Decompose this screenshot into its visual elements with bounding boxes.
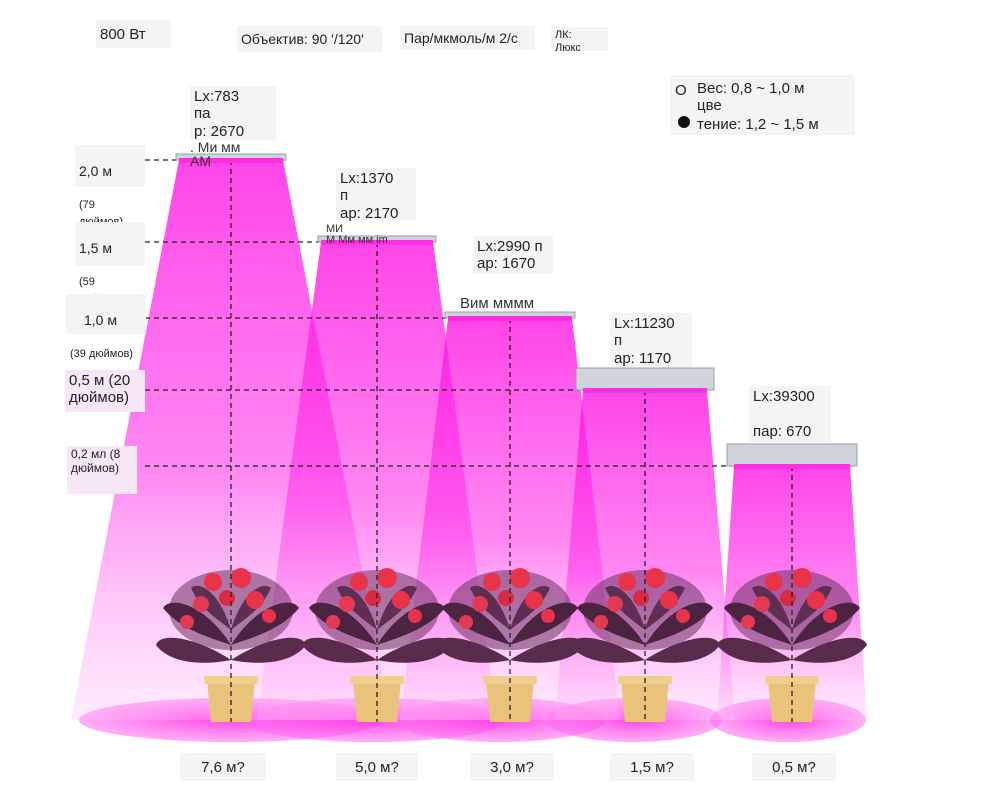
height-value: 1,5 м [79, 240, 112, 257]
lamp-1-readout: Lx:783 па р: 2670 [190, 86, 276, 140]
height-value: 2,0 м [79, 163, 112, 180]
lamp-2-led-strip [321, 240, 433, 245]
height-label-0-2m: 0,2 мл (8 дюймов) [67, 446, 137, 494]
lamp-5-readout: Lx:39300 пар: 670 [749, 386, 831, 442]
power-label: 800 Вт [96, 20, 171, 48]
lamp-3-led-strip [448, 316, 572, 321]
lamp-5-led-strip [734, 464, 850, 469]
legend-line-1: Вес: 0,8 ~ 1,0 м цве [697, 80, 805, 114]
height-label-1m: 1,0 м (39 дюймов) [66, 294, 146, 360]
lamp-2-body-label: МИ М Мм мм im [326, 223, 388, 246]
height-label-2m: 2,0 м (79 дюймов) [75, 145, 145, 228]
lamp-4-led-strip [583, 388, 707, 393]
coverage-label-3: 3,0 м? [470, 753, 554, 781]
height-inches: (39 дюймов) [70, 348, 133, 361]
lamp-1-led-strip [179, 158, 283, 163]
lamp-4-body [575, 367, 715, 391]
coverage-label-1: 7,6 м? [180, 753, 266, 781]
lamp-5-body [726, 443, 858, 467]
lens-label: Объектив: 90 '/120' [237, 26, 382, 52]
lamp-3-body-label: Вим мммм [460, 295, 535, 312]
lamps [175, 153, 858, 469]
height-label-0-5m: 0,5 м (20 дюймов) [65, 370, 145, 412]
lamp-1-body-label: . Ми мм АМ [190, 139, 241, 169]
coverage-label-2: 5,0 м? [336, 753, 418, 781]
lamp-2-readout: Lx:1370 п ар: 2170 [336, 168, 416, 222]
legend-line-2: тение: 1,2 ~ 1,5 м [697, 116, 819, 133]
height-label-1-5m: 1,5 м (59 дюймов) [75, 222, 145, 305]
coverage-label-4: 1,5 м? [610, 753, 694, 781]
lux-unit-label: ЛК: Люкс [551, 27, 608, 54]
legend-filled-dot-icon [678, 116, 690, 128]
par-unit-label: Пар/мкмоль/м 2/с [400, 26, 535, 50]
legend-open-circle-symbol: O [675, 82, 687, 99]
height-value: 1,0 м [84, 312, 117, 329]
lamp-4-readout: Lx:11230 п ар: 1170 [610, 313, 692, 367]
lamp-3-readout: Lx:2990 п ар: 1670 [473, 236, 553, 274]
legend [670, 75, 855, 135]
coverage-label-5: 0,5 м? [752, 753, 836, 781]
